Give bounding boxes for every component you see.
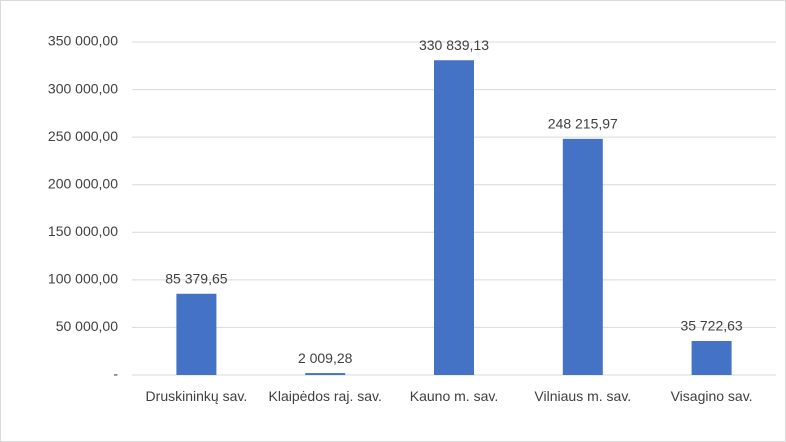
y-tick-label: 300 000,00 <box>48 80 118 96</box>
y-tick-label: 200 000,00 <box>48 175 118 191</box>
value-label: 85 379,65 <box>165 270 227 286</box>
value-label: 35 722,63 <box>680 318 742 334</box>
bar <box>176 293 217 375</box>
bar <box>434 60 474 376</box>
bar <box>562 138 603 375</box>
y-tick-label: 150 000,00 <box>48 223 118 239</box>
value-label: 330 839,13 <box>419 37 489 53</box>
y-tick-label: 250 000,00 <box>48 128 118 144</box>
bar <box>691 341 732 375</box>
bar <box>305 373 346 375</box>
value-label: 2 009,28 <box>298 350 353 366</box>
value-label: 248 215,97 <box>548 116 618 132</box>
y-tick-label: - <box>113 366 118 382</box>
x-tick-label: Kauno m. sav. <box>409 388 499 404</box>
x-tick-label: Druskininkų sav. <box>145 388 248 404</box>
x-tick-label: Vilniaus m. sav. <box>534 388 632 404</box>
x-tick-label: Klaipėdos raj. sav. <box>268 388 382 404</box>
y-tick-label: 100 000,00 <box>48 271 118 287</box>
y-tick-label: 350 000,00 <box>48 33 118 49</box>
x-tick-label: Visagino sav. <box>670 388 753 404</box>
y-tick-label: 50 000,00 <box>56 318 118 334</box>
